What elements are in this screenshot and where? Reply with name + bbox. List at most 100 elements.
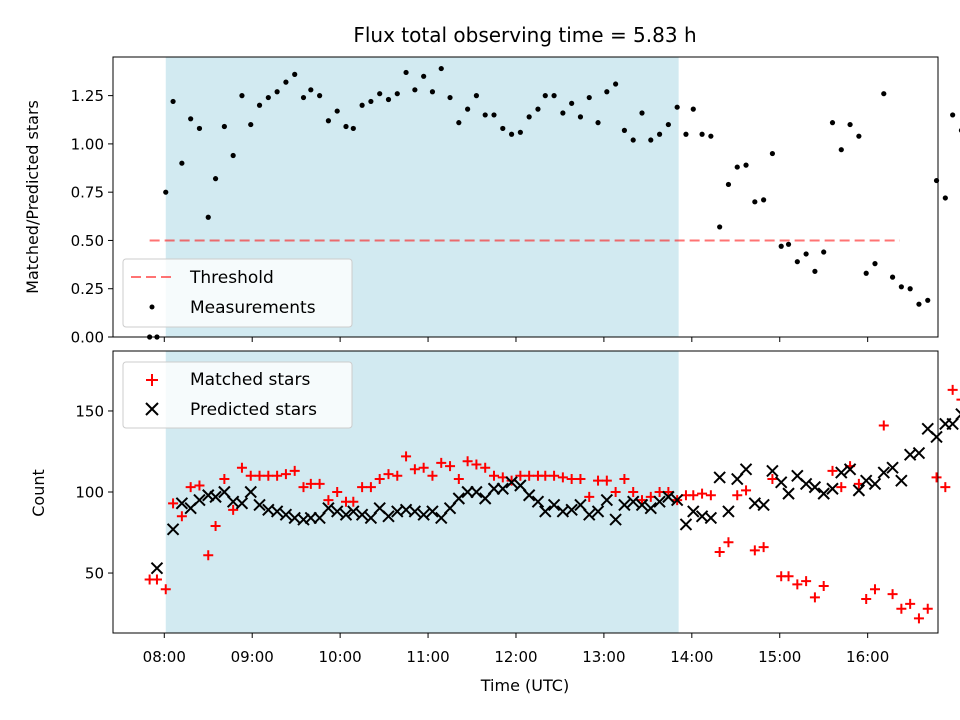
legend-counts: Matched stars Predicted stars (122, 361, 353, 429)
measurement-point (907, 286, 913, 292)
predicted-star-point (895, 474, 908, 487)
matched-star-point (289, 465, 300, 476)
measurement-point (595, 120, 601, 126)
y-tick-label-ratio: 0.00 (71, 329, 104, 347)
predicted-star-point (209, 490, 222, 504)
predicted-star-point (600, 493, 614, 507)
predicted-star-point (670, 493, 684, 507)
measurement-point (438, 65, 444, 72)
measurement-point (368, 98, 374, 105)
measurement-point (377, 91, 383, 97)
matched-star-point (383, 469, 394, 480)
measurement-point (359, 102, 365, 108)
legend-matched-label: Matched stars (190, 370, 310, 390)
legend-measurements-label: Measurements (190, 298, 316, 318)
matched-star-point (931, 472, 942, 483)
matched-star-point (575, 474, 586, 485)
predicted-star-point (364, 511, 378, 525)
matched-star-point (758, 542, 769, 553)
predicted-star-point (877, 466, 890, 479)
measurement-point (473, 93, 480, 99)
panel-counts-frame (112, 350, 939, 634)
measurement-point (482, 112, 488, 118)
predicted-star-point (539, 505, 552, 518)
matched-star-point (480, 462, 491, 473)
matched-star-point (471, 459, 482, 470)
x-tick-label: 12:00 (494, 648, 537, 666)
measurement-point (283, 79, 289, 85)
predicted-star-point (626, 495, 640, 508)
matched-star-point (418, 462, 429, 473)
measurement-point (256, 102, 263, 108)
y-tick-label-ratio: 0.75 (71, 184, 104, 202)
predicted-star-point (270, 505, 284, 518)
matched-star-point (348, 496, 359, 507)
matched-star-point (176, 511, 187, 522)
predicted-star-point (808, 480, 822, 494)
measurement-point (465, 106, 471, 112)
predicted-star-point (193, 493, 206, 507)
measurement-point (821, 249, 827, 255)
measurement-point (508, 131, 515, 137)
measurement-point (838, 147, 844, 153)
predicted-star-point (591, 505, 605, 518)
measurement-point (898, 284, 904, 290)
y-axis-label-ratio: Matched/Predicted stars (23, 100, 42, 294)
measurement-point (569, 100, 575, 106)
matched-star-point (922, 603, 933, 614)
x-axis-label: Time (UTC) (480, 676, 569, 695)
measurement-point (683, 131, 689, 137)
matched-star-point (697, 488, 708, 499)
matched-star-point (392, 470, 403, 481)
predicted-star-point (547, 498, 561, 512)
legend-matched-swatch (146, 374, 158, 386)
legend-predicted-swatch (145, 402, 159, 416)
predicted-star-point (531, 495, 545, 508)
measurement-point (412, 87, 418, 93)
matched-star-point (749, 545, 760, 556)
predicted-star-point (202, 489, 215, 502)
matched-star-point (593, 475, 604, 486)
measurement-point (500, 125, 506, 132)
predicted-star-point (886, 461, 899, 474)
legend-ratio: Threshold Measurements (122, 258, 353, 328)
predicted-star-point (478, 492, 492, 505)
matched-star-point (878, 420, 889, 431)
measurement-point (674, 104, 680, 110)
measurement-point (429, 89, 436, 95)
matched-star-point (540, 470, 551, 481)
predicted-star-point (930, 430, 943, 444)
measurement-point (847, 121, 853, 128)
predicted-star-point (731, 472, 744, 486)
matched-star-point (783, 571, 794, 582)
measurement-point (690, 106, 696, 112)
matched-star-point (636, 495, 647, 506)
matched-star-point (896, 603, 907, 614)
predicted-star-point (461, 485, 474, 499)
predicted-star-point (322, 501, 335, 515)
predicted-star-point (713, 471, 726, 484)
predicted-star-point (382, 510, 395, 523)
predicted-star-point (347, 505, 360, 518)
predicted-star-point (426, 505, 439, 518)
matched-star-point (332, 487, 343, 497)
measurement-point (394, 91, 400, 97)
measurement-point (769, 150, 776, 157)
measurement-point (385, 96, 392, 103)
predicted-star-point (166, 523, 180, 536)
matched-star-point (947, 384, 958, 395)
measurement-point (403, 69, 409, 76)
predicted-star-point (452, 492, 466, 505)
matched-star-point (524, 470, 535, 481)
panel-ratio-frame (112, 56, 939, 338)
measurement-point (239, 93, 245, 99)
measurement-point (179, 160, 185, 166)
measurement-point (317, 93, 323, 99)
predicted-star-point (253, 498, 266, 512)
matched-star-point (818, 581, 829, 591)
matched-star-point (151, 574, 162, 585)
measurement-point (526, 114, 532, 120)
predicted-star-point (799, 477, 813, 491)
matched-star-point (203, 550, 214, 561)
measurement-point (950, 112, 956, 118)
